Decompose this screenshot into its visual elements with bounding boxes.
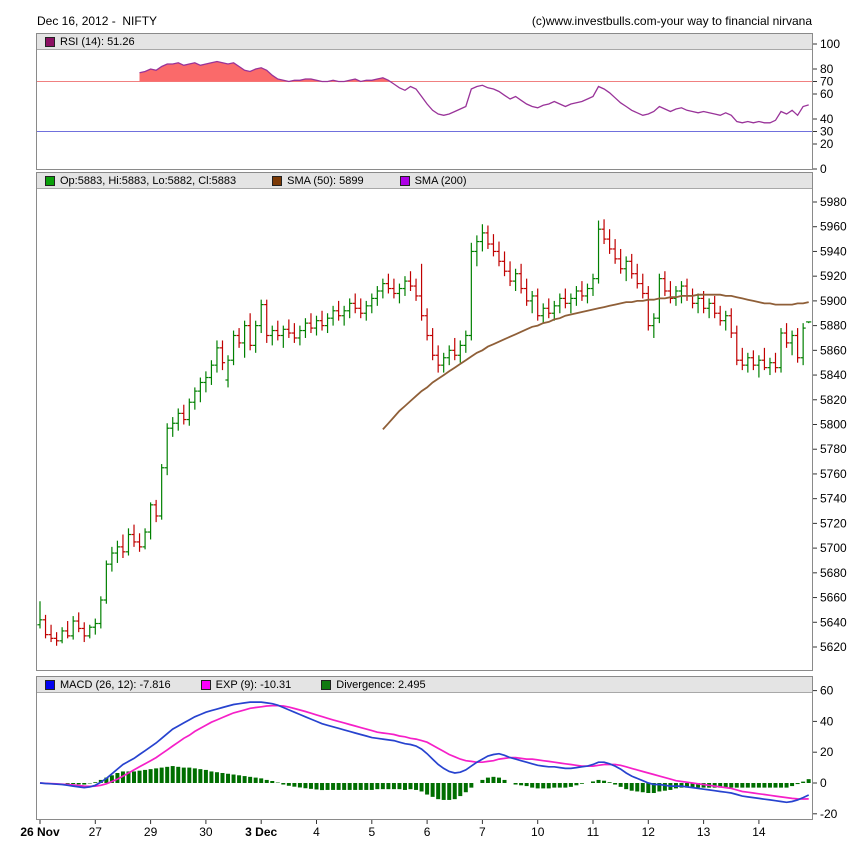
svg-text:40: 40: [820, 714, 834, 728]
svg-text:5920: 5920: [820, 269, 847, 283]
svg-text:5840: 5840: [820, 368, 847, 382]
svg-text:27: 27: [89, 825, 103, 839]
rsi-legend: RSI (14): 51.26: [37, 34, 812, 50]
svg-text:5680: 5680: [820, 566, 847, 580]
svg-text:30: 30: [199, 825, 213, 839]
rsi-legend-item: RSI (14): 51.26: [45, 36, 135, 48]
svg-text:5660: 5660: [820, 591, 847, 605]
svg-text:5720: 5720: [820, 516, 847, 530]
ohlc-legend-item: Op:5883, Hi:5883, Lo:5882, Cl:5883: [45, 175, 236, 187]
macd-swatch-icon: [45, 679, 55, 690]
svg-text:0: 0: [820, 776, 827, 790]
svg-text:5940: 5940: [820, 244, 847, 258]
divergence-legend-item: Divergence: 2.495: [321, 678, 426, 691]
macd-legend-item: MACD (26, 12): -7.816: [45, 679, 171, 691]
svg-text:5740: 5740: [820, 492, 847, 506]
svg-text:6: 6: [424, 825, 431, 839]
svg-text:20: 20: [820, 137, 834, 151]
svg-text:5820: 5820: [820, 393, 847, 407]
svg-text:3 Dec: 3 Dec: [245, 825, 277, 839]
price-panel: Op:5883, Hi:5883, Lo:5882, Cl:5883 SMA (…: [36, 172, 813, 671]
price-legend: Op:5883, Hi:5883, Lo:5882, Cl:5883 SMA (…: [37, 173, 812, 189]
sma50-legend-label: SMA (50): 5899: [287, 174, 364, 187]
ohlc-swatch-icon: [45, 175, 55, 186]
svg-text:60: 60: [820, 87, 834, 101]
copyright-text: (c)www.investbulls.com-your way to finan…: [531, 14, 812, 28]
svg-text:60: 60: [820, 684, 834, 698]
svg-text:5760: 5760: [820, 467, 847, 481]
page-title: Dec 16, 2012 - NIFTY: [37, 14, 158, 28]
svg-text:14: 14: [752, 825, 766, 839]
macd-legend-label: MACD (26, 12): -7.816: [60, 678, 171, 691]
svg-text:80: 80: [820, 62, 834, 76]
svg-text:26 Nov: 26 Nov: [20, 825, 60, 839]
svg-text:70: 70: [820, 75, 834, 89]
svg-text:30: 30: [820, 125, 834, 139]
svg-text:0: 0: [820, 162, 827, 176]
svg-text:5960: 5960: [820, 220, 847, 234]
divergence-swatch-icon: [321, 679, 332, 690]
divergence-legend-label: Divergence: 2.495: [336, 678, 426, 691]
svg-text:10: 10: [531, 825, 545, 839]
svg-text:5700: 5700: [820, 541, 847, 555]
sma200-swatch-icon: [399, 175, 410, 186]
svg-text:13: 13: [697, 825, 711, 839]
ohlc-legend-label: Op:5883, Hi:5883, Lo:5882, Cl:5883: [60, 174, 237, 187]
sma200-legend-item: SMA (200): [399, 174, 467, 187]
svg-text:5780: 5780: [820, 442, 847, 456]
svg-text:5980: 5980: [820, 195, 847, 209]
svg-text:5880: 5880: [820, 319, 847, 333]
svg-text:40: 40: [820, 112, 834, 126]
rsi-swatch-icon: [45, 36, 55, 47]
svg-text:4: 4: [313, 825, 320, 839]
macd-panel: MACD (26, 12): -7.816 EXP (9): -10.31 Di…: [36, 676, 813, 820]
svg-text:100: 100: [820, 37, 840, 51]
svg-text:5800: 5800: [820, 417, 847, 431]
exp-swatch-icon: [200, 679, 211, 690]
sma50-legend-item: SMA (50): 5899: [272, 174, 364, 187]
svg-text:5640: 5640: [820, 615, 847, 629]
rsi-legend-label: RSI (14): 51.26: [60, 35, 135, 48]
svg-text:12: 12: [642, 825, 656, 839]
exp-legend-label: EXP (9): -10.31: [215, 678, 292, 691]
rsi-panel: RSI (14): 51.26: [36, 33, 813, 170]
macd-legend: MACD (26, 12): -7.816 EXP (9): -10.31 Di…: [37, 677, 812, 693]
svg-text:7: 7: [479, 825, 486, 839]
svg-text:11: 11: [587, 825, 600, 839]
svg-text:20: 20: [820, 745, 834, 759]
svg-text:5620: 5620: [820, 640, 847, 654]
svg-text:29: 29: [144, 825, 158, 839]
svg-text:5: 5: [368, 825, 375, 839]
svg-text:5900: 5900: [820, 294, 847, 308]
svg-text:-20: -20: [820, 807, 838, 821]
exp-legend-item: EXP (9): -10.31: [200, 678, 292, 691]
sma50-swatch-icon: [272, 175, 283, 186]
svg-text:5860: 5860: [820, 343, 847, 357]
sma200-legend-label: SMA (200): [414, 174, 467, 187]
